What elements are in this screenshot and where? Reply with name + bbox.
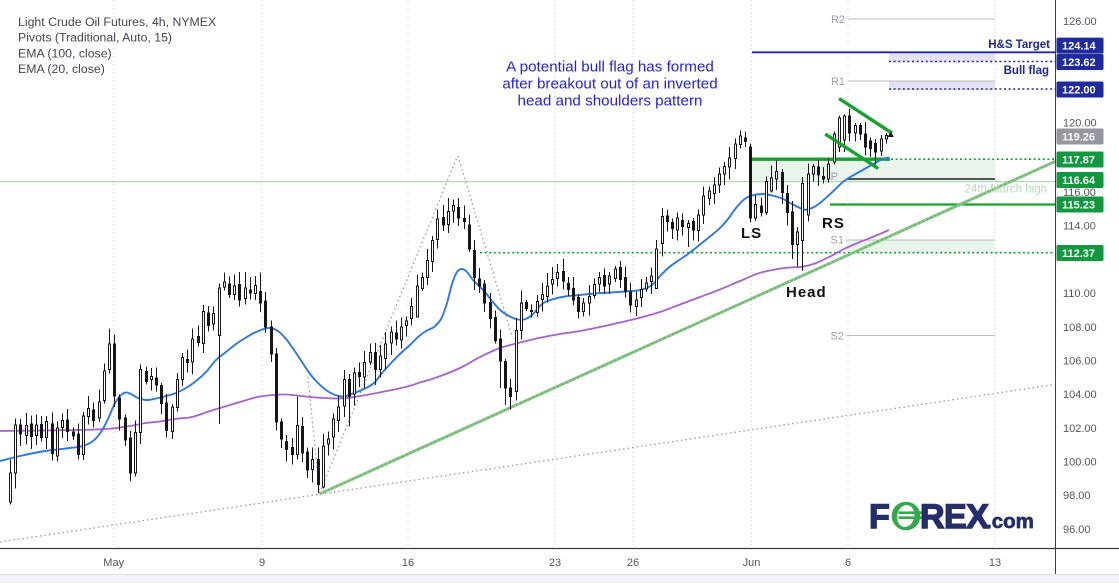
svg-text:120.00: 120.00 bbox=[1063, 118, 1097, 130]
svg-text:H&S Target: H&S Target bbox=[988, 39, 1050, 51]
svg-text:F: F bbox=[869, 498, 889, 536]
svg-text:S1: S1 bbox=[831, 235, 844, 247]
svg-text:119.26: 119.26 bbox=[1062, 132, 1095, 144]
svg-text:Light Crude Oil Futures, 4h, N: Light Crude Oil Futures, 4h, NYMEX bbox=[18, 15, 216, 29]
svg-text:123.62: 123.62 bbox=[1062, 57, 1096, 69]
svg-text:May: May bbox=[103, 557, 124, 569]
svg-text:.com: .com bbox=[986, 510, 1034, 533]
svg-text:23: 23 bbox=[549, 557, 561, 569]
svg-text:Head: Head bbox=[786, 284, 827, 301]
svg-text:115.23: 115.23 bbox=[1062, 200, 1095, 212]
svg-text:98.00: 98.00 bbox=[1063, 490, 1091, 502]
svg-text:9: 9 bbox=[259, 557, 265, 569]
svg-text:124.14: 124.14 bbox=[1062, 41, 1097, 53]
svg-text:REX: REX bbox=[920, 498, 989, 536]
svg-text:106.00: 106.00 bbox=[1063, 356, 1097, 368]
svg-text:after breakout out of an inver: after breakout out of an inverted bbox=[502, 76, 717, 93]
svg-text:A potential bull flag has form: A potential bull flag has formed bbox=[506, 59, 714, 76]
svg-text:110.00: 110.00 bbox=[1063, 288, 1096, 300]
svg-text:Pivots (Traditional, Auto, 15): Pivots (Traditional, Auto, 15) bbox=[18, 31, 172, 45]
svg-text:6: 6 bbox=[845, 557, 851, 569]
svg-text:EMA (20, close): EMA (20, close) bbox=[18, 62, 105, 76]
svg-text:114.00: 114.00 bbox=[1063, 221, 1096, 233]
svg-text:112.37: 112.37 bbox=[1062, 248, 1095, 260]
svg-text:LS: LS bbox=[741, 225, 762, 242]
svg-text:116.64: 116.64 bbox=[1062, 175, 1096, 187]
svg-text:126.00: 126.00 bbox=[1063, 16, 1097, 28]
svg-text:102.00: 102.00 bbox=[1063, 423, 1097, 435]
svg-text:R2: R2 bbox=[831, 14, 845, 26]
svg-text:Bull flag: Bull flag bbox=[1004, 65, 1049, 77]
svg-text:116.00: 116.00 bbox=[1063, 187, 1096, 199]
svg-text:RS: RS bbox=[822, 215, 845, 232]
svg-text:EMA (100, close): EMA (100, close) bbox=[18, 46, 112, 60]
svg-text:S2: S2 bbox=[831, 331, 844, 343]
svg-text:117.87: 117.87 bbox=[1062, 155, 1095, 167]
svg-text:122.00: 122.00 bbox=[1062, 85, 1096, 97]
svg-text:head and shoulders pattern: head and shoulders pattern bbox=[518, 93, 703, 110]
svg-text:13: 13 bbox=[989, 557, 1001, 569]
svg-text:104.00: 104.00 bbox=[1063, 389, 1097, 401]
svg-text:100.00: 100.00 bbox=[1063, 457, 1097, 469]
svg-text:R1: R1 bbox=[831, 76, 845, 88]
svg-text:P: P bbox=[831, 171, 838, 183]
svg-text:108.00: 108.00 bbox=[1063, 322, 1097, 334]
svg-text:Jun: Jun bbox=[743, 557, 761, 569]
svg-text:96.00: 96.00 bbox=[1063, 524, 1091, 536]
svg-text:24th March high: 24th March high bbox=[965, 184, 1047, 196]
svg-text:16: 16 bbox=[402, 557, 414, 569]
svg-text:26: 26 bbox=[627, 557, 639, 569]
